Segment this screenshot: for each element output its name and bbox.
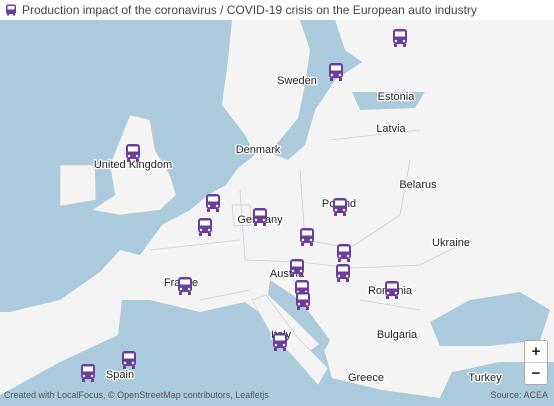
- country-label: Greece: [348, 372, 384, 384]
- title: Production impact of the coronavirus / C…: [22, 3, 477, 17]
- zoom-in-button[interactable]: +: [531, 343, 541, 360]
- country-label: Spain: [106, 369, 134, 381]
- attribution: Created with LocalFocus, © OpenStreetMap…: [4, 390, 269, 400]
- title-icon: [6, 4, 16, 16]
- source: Source: ACEA: [490, 390, 548, 400]
- country-label: Turkey: [468, 372, 502, 384]
- map[interactable]: Sweden Estonia Latvia Denmark United Kingdom…: [0, 20, 554, 406]
- country-label: Sweden: [277, 75, 317, 87]
- islands: [59, 114, 329, 386]
- country-label: United Kingdom: [94, 159, 172, 171]
- country-label: Belarus: [399, 179, 437, 191]
- country-label: Ukraine: [432, 237, 470, 249]
- country-label: Latvia: [376, 123, 406, 135]
- country-label: Bulgaria: [377, 329, 418, 341]
- zoom-out-button[interactable]: −: [525, 362, 547, 384]
- country-label: Estonia: [378, 91, 416, 103]
- country-label: Denmark: [236, 144, 281, 156]
- zoom-control: + −: [524, 340, 548, 385]
